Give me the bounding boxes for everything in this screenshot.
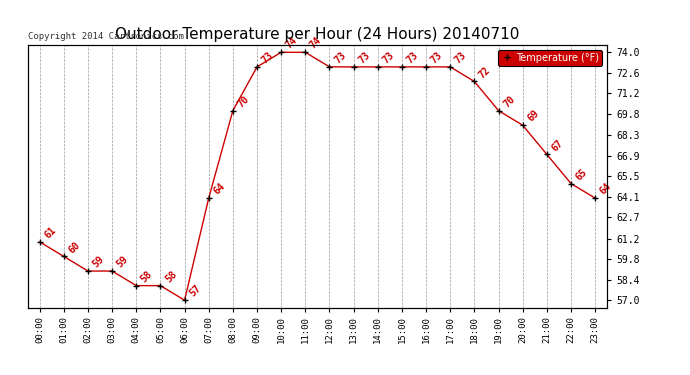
Text: 73: 73 [381,50,396,66]
Text: 60: 60 [67,240,82,255]
Text: 72: 72 [477,65,493,80]
Text: 67: 67 [550,138,565,153]
Text: 64: 64 [212,182,227,197]
Text: 70: 70 [236,94,251,109]
Text: 73: 73 [357,50,372,66]
Text: 73: 73 [405,50,420,66]
Text: 73: 73 [429,50,444,66]
Title: Outdoor Temperature per Hour (24 Hours) 20140710: Outdoor Temperature per Hour (24 Hours) … [115,27,520,42]
Text: 74: 74 [308,36,324,51]
Text: 59: 59 [115,254,130,270]
Text: 73: 73 [333,50,348,66]
Text: 73: 73 [260,50,275,66]
Text: 74: 74 [284,36,299,51]
Text: 70: 70 [502,94,517,109]
Text: 61: 61 [43,225,58,240]
Text: Copyright 2014 Cartronics.com: Copyright 2014 Cartronics.com [28,32,184,41]
Text: 59: 59 [91,254,106,270]
Text: 69: 69 [526,108,541,124]
Text: 64: 64 [598,182,613,197]
Text: 57: 57 [188,284,203,299]
Text: 73: 73 [453,50,469,66]
Text: 58: 58 [139,269,155,284]
Text: 65: 65 [574,167,589,182]
Text: 58: 58 [164,269,179,284]
Legend: Temperature (°F): Temperature (°F) [498,50,602,66]
